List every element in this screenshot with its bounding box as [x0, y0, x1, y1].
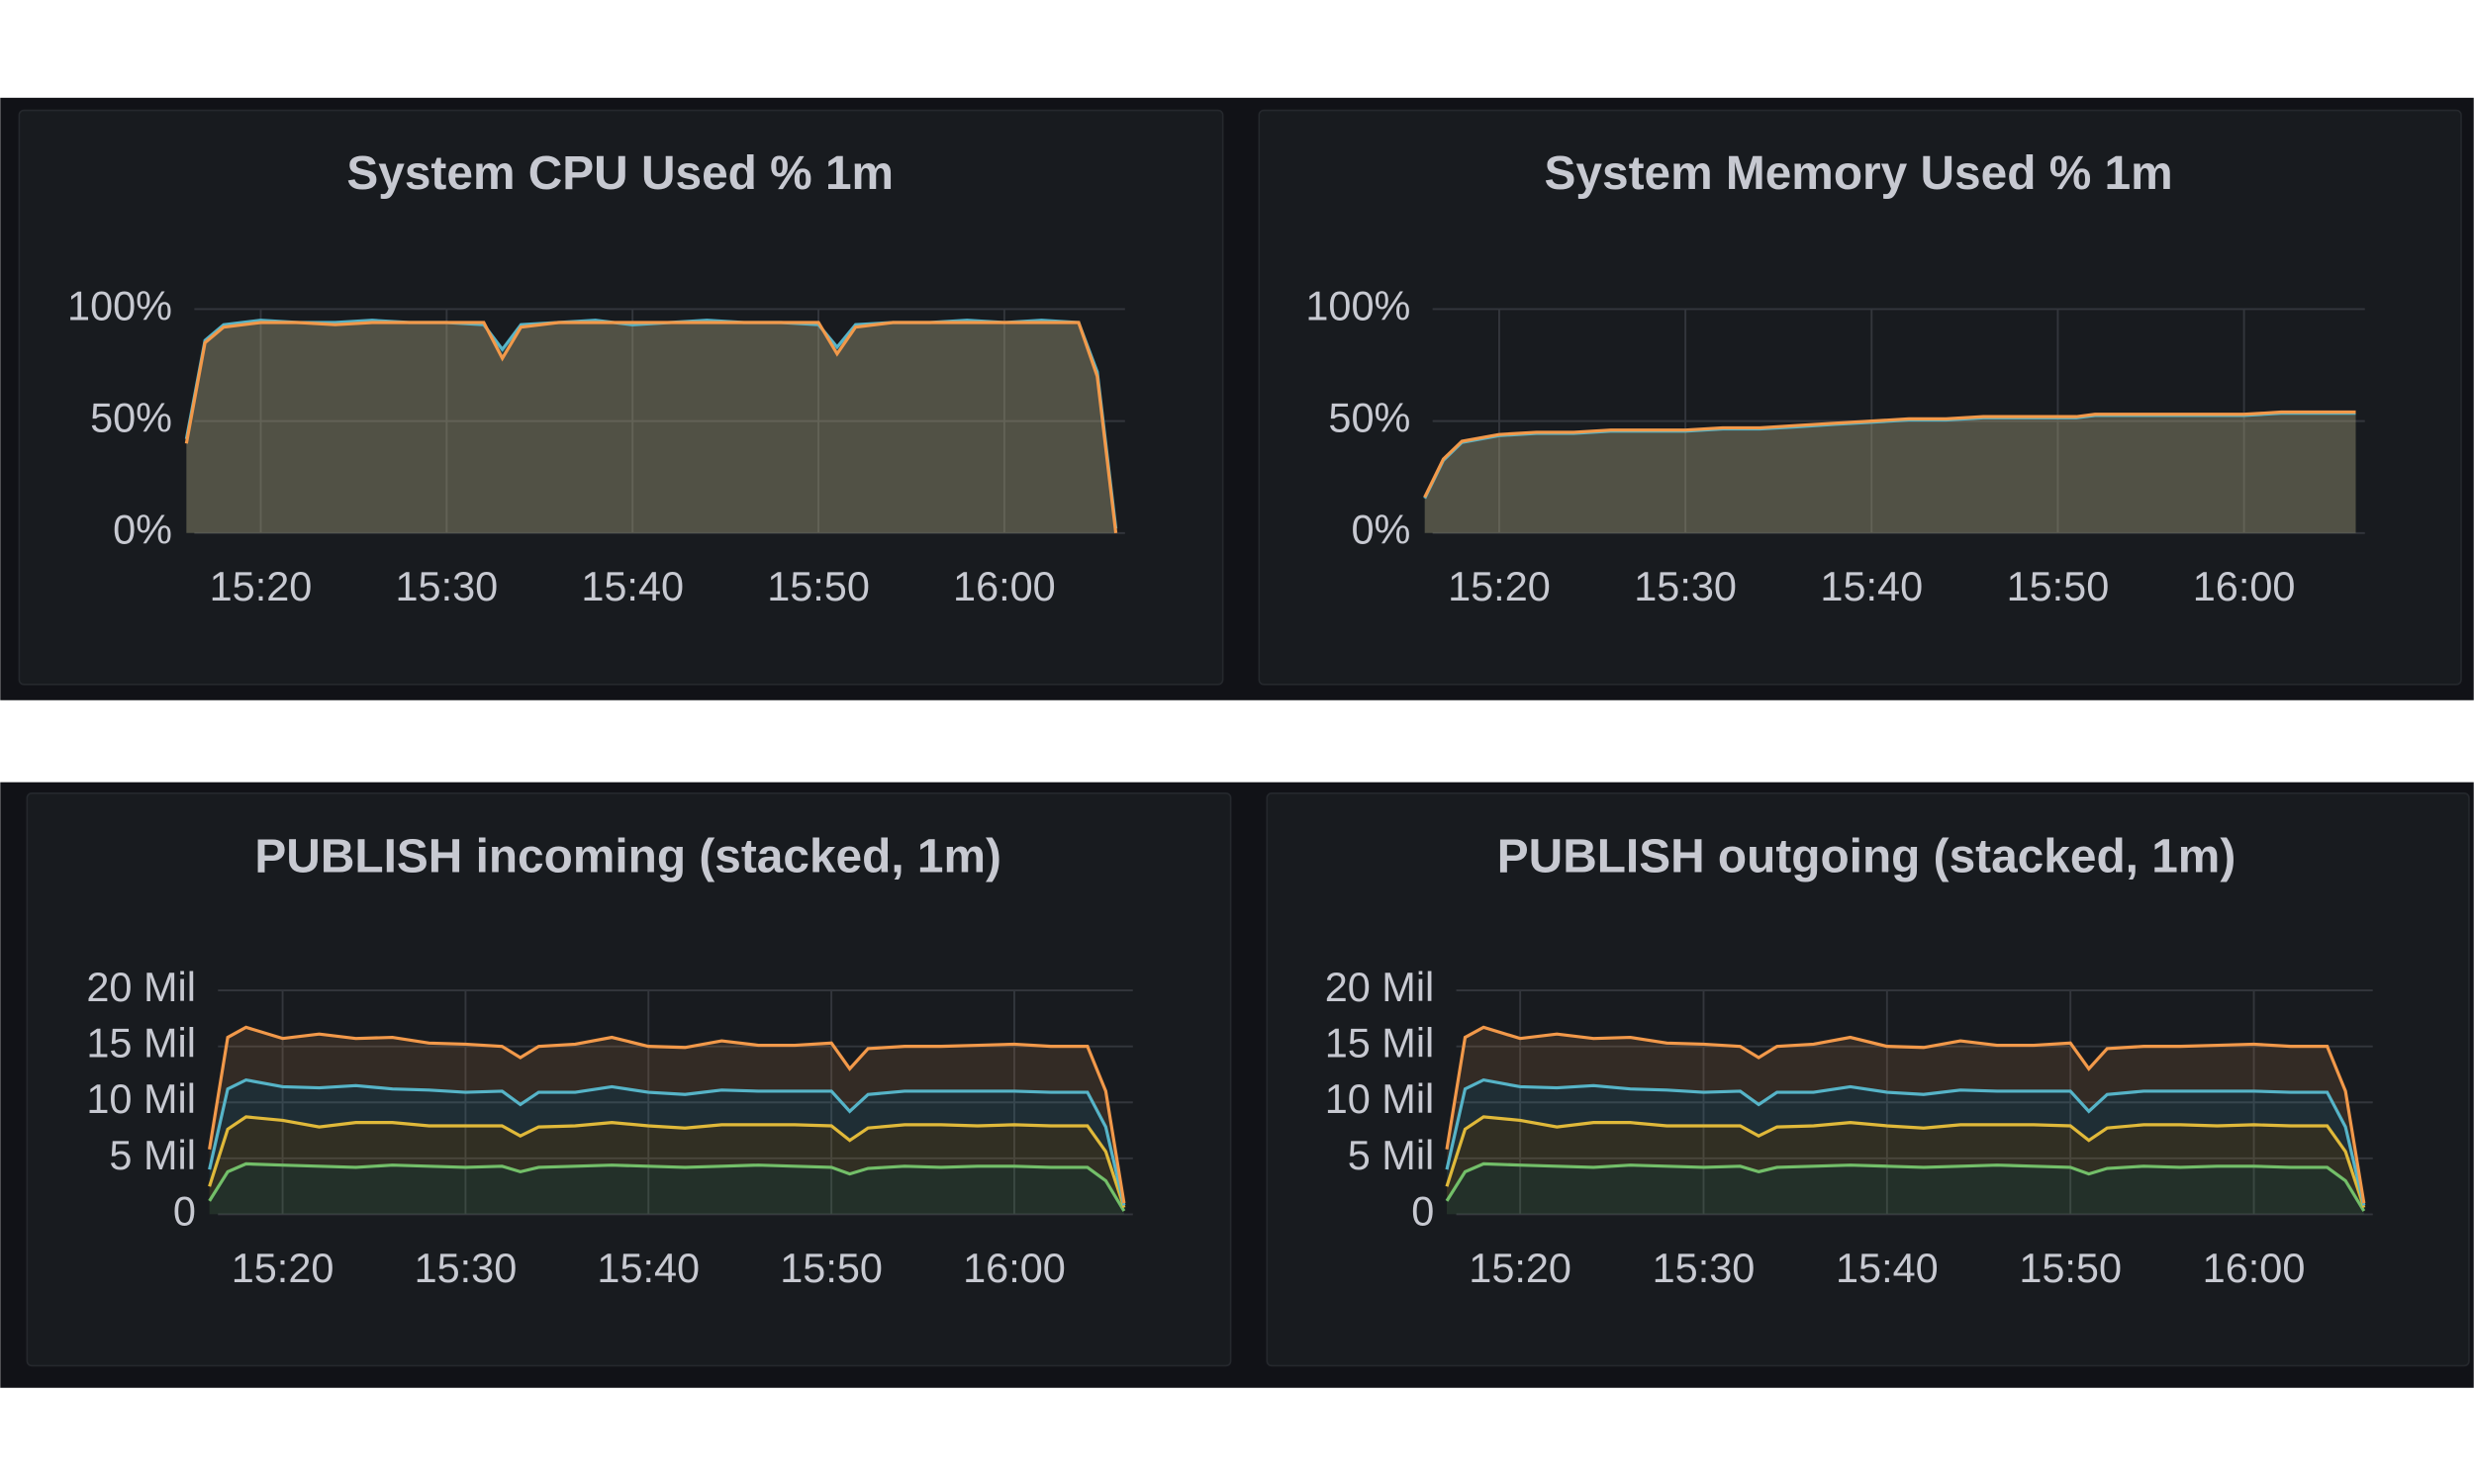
- series-line: [208, 1161, 1126, 1212]
- series-line: [1445, 1115, 2366, 1209]
- area-fill: [186, 320, 1116, 533]
- x-tick-label: 16:00: [953, 563, 1056, 609]
- panel-title: PUBLISH incoming (stacked, 1m): [254, 830, 1001, 882]
- area-fill: [1424, 412, 2356, 533]
- x-tick-label: 15:40: [597, 1245, 700, 1291]
- y-tick-label: 100%: [1305, 282, 1410, 328]
- y-tick-label: 5 Mil: [1348, 1132, 1435, 1178]
- y-tick-label: 0: [173, 1187, 196, 1234]
- x-tick-label: 15:30: [395, 563, 498, 609]
- y-tick-label: 15 Mil: [1325, 1020, 1435, 1067]
- panel: [26, 792, 1232, 1367]
- x-tick-label: 15:40: [581, 563, 684, 609]
- x-tick-label: 15:30: [1653, 1245, 1756, 1291]
- y-tick-label: 50%: [90, 395, 172, 441]
- x-tick-label: 15:20: [232, 1245, 334, 1291]
- stack-fill: [1447, 1116, 2364, 1212]
- y-tick-label: 20 Mil: [1325, 964, 1435, 1010]
- panel-title: System Memory Used % 1m: [1545, 147, 2173, 200]
- panel-title: PUBLISH outgoing (stacked, 1m): [1497, 830, 2236, 882]
- stack-fill: [209, 1116, 1124, 1212]
- y-tick-label: 0%: [113, 507, 172, 553]
- panel: [1258, 109, 2462, 686]
- x-tick-label: 15:40: [1836, 1245, 1939, 1291]
- area-fill: [1424, 413, 2356, 533]
- x-tick-label: 15:50: [2007, 563, 2110, 609]
- x-tick-label: 15:20: [1469, 1245, 1571, 1291]
- series-line: [208, 1025, 1126, 1204]
- series-line: [1445, 1077, 2366, 1206]
- x-tick-label: 16:00: [2203, 1245, 2306, 1291]
- y-tick-label: 20 Mil: [86, 964, 196, 1010]
- y-tick-label: 10 Mil: [86, 1075, 196, 1122]
- y-tick-label: 10 Mil: [1325, 1075, 1435, 1122]
- stack-fill: [1447, 1027, 2364, 1206]
- stack-fill: [209, 1027, 1124, 1206]
- y-tick-label: 0: [1411, 1187, 1434, 1234]
- x-tick-label: 15:50: [2019, 1245, 2122, 1291]
- x-tick-label: 16:00: [963, 1245, 1066, 1291]
- series-line: [184, 321, 1118, 533]
- panel: [1266, 792, 2470, 1367]
- y-tick-label: 50%: [1328, 395, 1410, 441]
- panel-title: System CPU Used % 1m: [346, 147, 894, 200]
- stack-fill: [209, 1079, 1124, 1208]
- x-tick-label: 15:30: [1634, 563, 1737, 609]
- y-tick-label: 5 Mil: [109, 1132, 196, 1178]
- panel: [18, 109, 1224, 686]
- y-tick-label: 15 Mil: [86, 1020, 196, 1067]
- x-tick-label: 15:50: [780, 1245, 883, 1291]
- x-tick-label: 15:20: [210, 563, 313, 609]
- series-line: [1445, 1161, 2366, 1212]
- x-tick-label: 16:00: [2193, 563, 2296, 609]
- x-tick-label: 15:50: [767, 563, 870, 609]
- x-tick-label: 15:30: [415, 1245, 518, 1291]
- x-tick-label: 15:40: [1820, 563, 1923, 609]
- stack-fill: [209, 1163, 1124, 1215]
- series-line: [1423, 410, 2356, 499]
- y-tick-label: 0%: [1351, 507, 1410, 553]
- stack-fill: [1447, 1079, 2364, 1208]
- y-tick-label: 100%: [67, 282, 172, 328]
- series-line: [208, 1077, 1126, 1206]
- x-tick-label: 15:20: [1448, 563, 1551, 609]
- stack-fill: [1447, 1163, 2364, 1215]
- area-fill: [186, 322, 1116, 533]
- series-line: [1445, 1025, 2366, 1204]
- series-line: [208, 1115, 1126, 1209]
